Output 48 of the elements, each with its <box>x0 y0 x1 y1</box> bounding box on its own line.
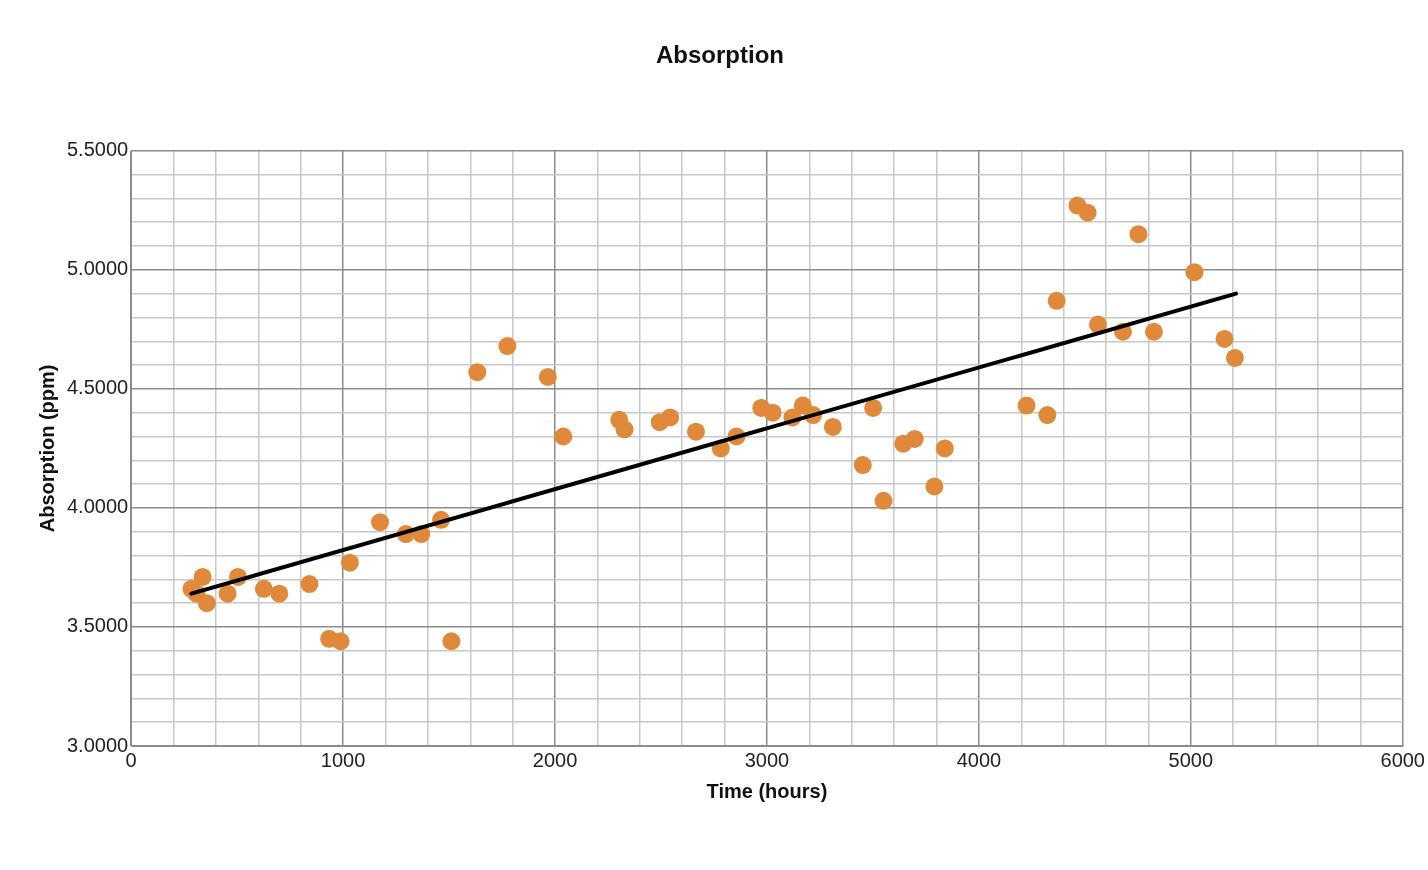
y-tick-label: 4.5000 <box>67 376 129 399</box>
y-tick-label: 4.0000 <box>67 495 129 518</box>
point <box>498 337 517 356</box>
point <box>1225 348 1244 367</box>
point <box>193 567 212 586</box>
x-tick-label: 5000 <box>1168 748 1214 771</box>
y-axis-title: Absorption (ppm) <box>35 364 58 533</box>
point <box>1078 203 1097 222</box>
chart-title: Absorption <box>656 41 784 69</box>
point <box>254 579 273 598</box>
point <box>270 584 289 603</box>
x-tick-label: 2000 <box>532 748 578 771</box>
x-axis-title: Time (hours) <box>706 779 828 802</box>
point <box>1215 329 1234 348</box>
point <box>218 584 237 603</box>
x-tick-label: 1000 <box>320 748 366 771</box>
point <box>1017 396 1036 415</box>
point <box>300 575 319 594</box>
point <box>442 632 461 651</box>
point <box>763 403 782 422</box>
point <box>864 398 883 417</box>
point <box>1047 291 1066 310</box>
point <box>615 420 634 439</box>
y-tick-label: 5.0000 <box>67 257 129 280</box>
point <box>925 477 944 496</box>
point <box>197 594 216 613</box>
point <box>935 439 954 458</box>
y-tick-label: 3.5000 <box>67 614 129 637</box>
point <box>1144 322 1163 341</box>
point <box>1129 225 1148 244</box>
point <box>468 363 487 382</box>
point <box>853 456 872 475</box>
point <box>331 632 350 651</box>
point <box>1038 406 1057 425</box>
point <box>661 408 680 427</box>
point <box>370 513 389 532</box>
x-tick-label: 3000 <box>744 748 790 771</box>
point <box>874 491 893 510</box>
y-tick-label: 5.5000 <box>67 138 129 161</box>
point <box>905 429 924 448</box>
point <box>340 553 359 572</box>
point <box>538 367 557 386</box>
point <box>686 422 705 441</box>
x-tick-label: 4000 <box>956 748 1002 771</box>
point <box>554 427 573 446</box>
point <box>1185 263 1204 282</box>
point <box>823 417 842 436</box>
x-tick-label: 6000 <box>1380 748 1425 771</box>
